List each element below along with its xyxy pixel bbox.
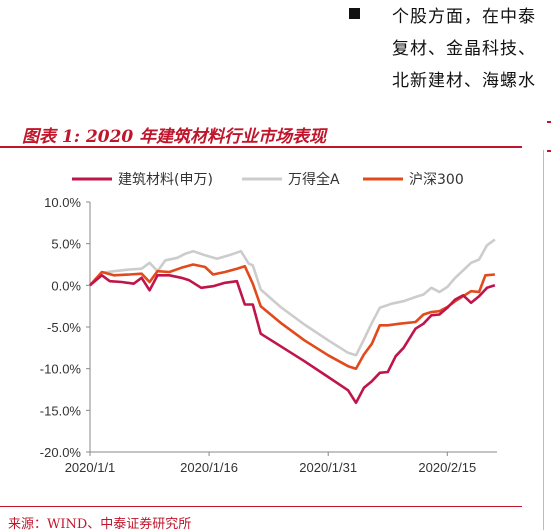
series-line-0 xyxy=(89,274,496,405)
x-tick-label: 2020/2/15 xyxy=(418,460,476,475)
series-line-1 xyxy=(89,238,496,357)
bullet-line-3: 北新建材、海螺水 xyxy=(392,71,536,91)
x-axis: 2020/1/1 2020/1/16 2020/1/31 2020/2/15 xyxy=(65,451,497,475)
side-accent-mark xyxy=(547,121,551,123)
legend-label-0: 建筑材料(申万) xyxy=(118,172,213,188)
bullet-paragraph: 个股方面，在中泰 复材、金晶科技、 北新建材、海螺水 xyxy=(0,0,551,100)
chart-series xyxy=(89,238,496,405)
y-tick-label: -5.0% xyxy=(47,320,81,335)
side-accent-mark xyxy=(547,150,551,152)
x-tick-label: 2020/1/16 xyxy=(180,460,238,475)
chart-legend: 建筑材料(申万) 万得全A 沪深300 xyxy=(72,171,464,188)
source-note: 来源：WIND、中泰证券研究所 xyxy=(8,517,192,532)
x-tick-label: 2020/1/1 xyxy=(65,460,116,475)
legend-label-2: 沪深300 xyxy=(409,172,464,188)
y-axis: 10.0% 5.0% 0.0% -5.0% -10.0% -15.0% -20.0% xyxy=(40,195,91,460)
column-divider xyxy=(543,150,544,530)
y-tick-label: -10.0% xyxy=(40,362,82,377)
bullet-line-1: 个股方面，在中泰 xyxy=(392,7,536,27)
y-tick-label: 5.0% xyxy=(51,237,81,252)
figure-title: 图表 1: 2020 年建筑材料行业市场表现 xyxy=(22,127,327,147)
x-tick-label: 2020/1/31 xyxy=(299,460,357,475)
y-tick-label: 0.0% xyxy=(51,278,81,293)
y-tick-label: -20.0% xyxy=(40,445,82,460)
legend-label-1: 万得全A xyxy=(288,171,340,188)
y-tick-label: 10.0% xyxy=(44,195,81,210)
y-tick-label: -15.0% xyxy=(40,403,82,418)
bullet-square-icon xyxy=(349,8,360,19)
bullet-line-2: 复材、金晶科技、 xyxy=(392,39,536,59)
figure-bottom-rule xyxy=(0,506,522,507)
line-chart: 建筑材料(申万) 万得全A 沪深300 10.0% 5.0% 0.0% -5.0% -10.… xyxy=(40,171,497,475)
figure-title-rule xyxy=(0,146,522,148)
